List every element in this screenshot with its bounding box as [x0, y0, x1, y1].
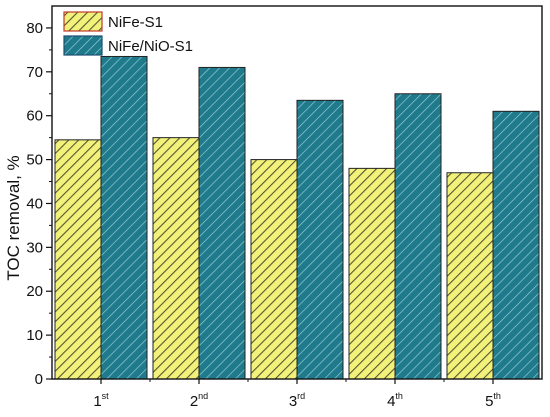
y-tick-label: 30 [26, 239, 43, 256]
y-tick-label: 60 [26, 108, 43, 125]
legend: NiFe-S1 NiFe/NiO-S1 [63, 11, 193, 56]
bar-nife-s1-3 [250, 159, 298, 380]
bar-nife-s1-5 [446, 172, 494, 380]
x-tick-label: 4th [387, 391, 403, 410]
y-tick-label: 40 [26, 195, 43, 212]
legend-swatch [63, 11, 103, 32]
bar-nife-nio-s1-2 [198, 66, 246, 380]
y-axis-title: TOC removal, % [4, 155, 23, 280]
bar-nife-nio-s1-5 [492, 110, 540, 380]
y-tick-label: 50 [26, 152, 43, 169]
legend-swatch [63, 35, 103, 56]
bar-nife-s1-4 [348, 167, 396, 380]
bar-nife-s1-2 [152, 137, 200, 380]
bars-layer [54, 55, 540, 380]
bar-nife-nio-s1-4 [394, 93, 442, 380]
y-tick-label: 20 [26, 283, 43, 300]
x-tick-label: 3rd [289, 391, 305, 410]
legend-label: NiFe/NiO-S1 [108, 38, 193, 55]
bar-nife-s1-1 [54, 139, 102, 380]
y-tick-label: 0 [35, 371, 43, 388]
y-tick-label: 80 [26, 20, 43, 37]
x-tick-label: 2nd [190, 391, 208, 410]
y-tick-label: 70 [26, 64, 43, 81]
x-tick-label: 1st [93, 391, 109, 410]
bar-nife-nio-s1-1 [100, 55, 148, 380]
legend-label: NiFe-S1 [108, 14, 163, 31]
x-tick-label: 5th [485, 391, 501, 410]
y-tick-label: 10 [26, 327, 43, 344]
bar-nife-nio-s1-3 [296, 99, 344, 380]
axes-layer: 1st 2nd 3rd 4th 5th 0 10 20 30 40 50 60 70 80 [26, 5, 543, 410]
plot-frame [51, 5, 543, 380]
